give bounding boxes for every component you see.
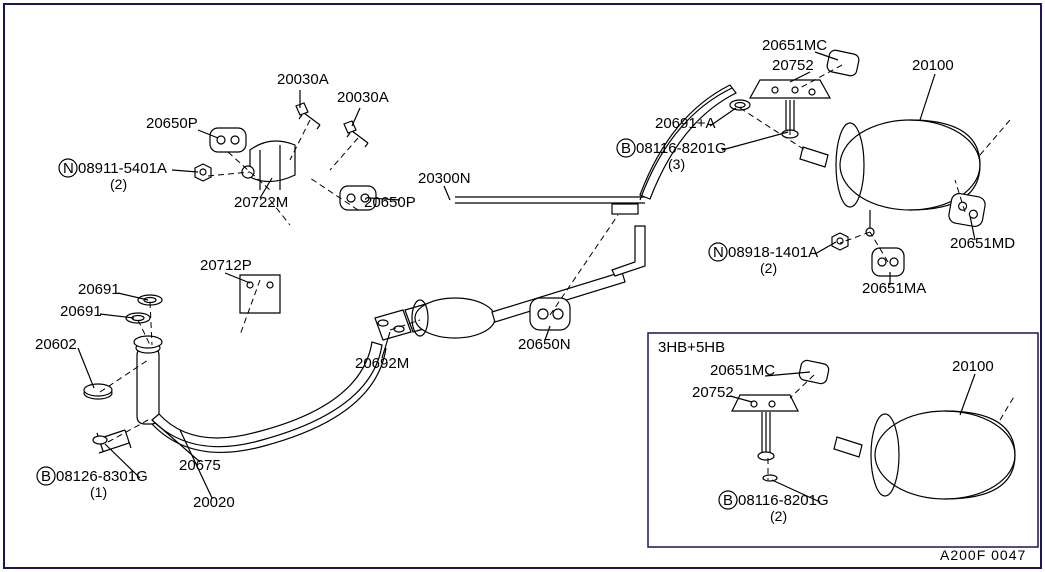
qty-08911: (2)	[110, 176, 127, 192]
lbl-20722M: 20722M	[234, 194, 288, 211]
labels: N B B N B 20030A 20030A 20650P 08911-540…	[35, 37, 1015, 524]
lbl-08918: 08918-1401A	[728, 244, 818, 261]
lbl-08911: 08911-5401A	[78, 160, 167, 177]
lbl-20650P-1: 20650P	[146, 115, 198, 132]
lbl-20650N: 20650N	[518, 336, 571, 353]
lbl-08116-1: 08116-8201G	[636, 140, 727, 157]
lbl-20602: 20602	[35, 336, 77, 353]
diagram-id: A200F 0047	[940, 547, 1026, 563]
lbl-20030A-2: 20030A	[337, 89, 389, 106]
qty-08116-2: (2)	[770, 508, 787, 524]
lbl-20691A: 20691+A	[655, 115, 715, 132]
lbl-20650P-2: 20650P	[364, 194, 416, 211]
front-pipe	[84, 295, 386, 453]
rubber-20651MD	[948, 192, 987, 227]
exhaust-diagram: 3HB+5HB	[0, 0, 1045, 572]
lbl-20651MD: 20651MD	[950, 235, 1015, 252]
qty-08918: (2)	[760, 260, 777, 276]
inset-label: 3HB+5HB	[658, 339, 725, 356]
lbl-20020: 20020	[193, 494, 235, 511]
lbl-20300N: 20300N	[418, 170, 471, 187]
lbl-20100-2: 20100	[952, 358, 994, 375]
qty-08116-1: (3)	[668, 156, 685, 172]
bolt-20030A-2	[344, 121, 368, 147]
qty-08126: (1)	[90, 484, 107, 500]
marker-B-3: B	[723, 492, 733, 509]
marker-B-2: B	[621, 140, 631, 157]
hanger-20722M	[242, 141, 295, 190]
nut-08918	[832, 233, 848, 250]
marker-N-1: N	[63, 160, 74, 177]
lbl-20030A-1: 20030A	[277, 71, 329, 88]
rubber-20650P-left	[210, 128, 246, 152]
marker-N-2: N	[713, 244, 724, 261]
lbl-08116-2: 08116-8201G	[738, 492, 829, 509]
lbl-20651MA: 20651MA	[862, 280, 926, 297]
lbl-20752-1: 20752	[772, 57, 814, 74]
label-leaders	[78, 52, 975, 502]
lbl-20712P: 20712P	[200, 257, 252, 274]
lbl-20752-2: 20752	[692, 384, 734, 401]
lbl-20651MC-2: 20651MC	[710, 362, 775, 379]
lbl-20691-1: 20691	[78, 281, 120, 298]
lbl-20675: 20675	[179, 457, 221, 474]
lbl-08126: 08126-8301G	[56, 468, 148, 485]
lbl-20691-2: 20691	[60, 303, 102, 320]
rubber-20650N	[530, 298, 570, 330]
lbl-20100-1: 20100	[912, 57, 954, 74]
lbl-20651MC-1: 20651MC	[762, 37, 827, 54]
marker-B-1: B	[41, 468, 51, 485]
lbl-20692M: 20692M	[355, 355, 409, 372]
